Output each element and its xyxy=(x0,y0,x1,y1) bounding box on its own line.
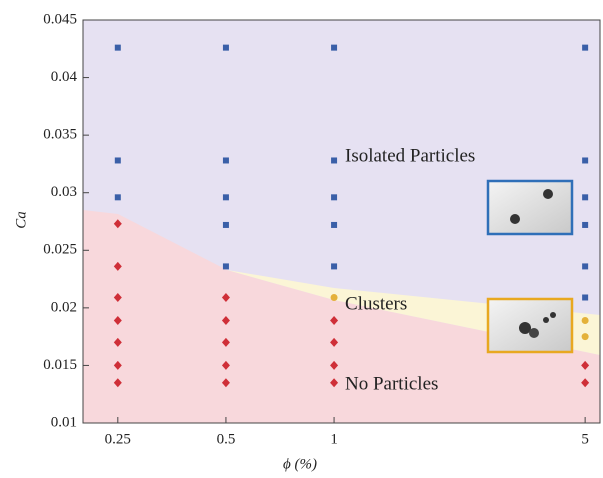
plot-frame xyxy=(82,19,601,424)
data-point xyxy=(113,316,122,326)
data-point xyxy=(581,333,589,341)
data-point xyxy=(222,263,229,270)
no-particles-region xyxy=(83,210,600,423)
inset-isolated xyxy=(486,179,574,236)
data-point xyxy=(113,292,122,302)
region-label: Clusters xyxy=(345,293,407,314)
data-point xyxy=(221,316,230,326)
y-tick-label: 0.03 xyxy=(51,184,77,200)
data-point xyxy=(582,221,589,228)
data-point xyxy=(113,378,122,388)
y-tick-label: 0.045 xyxy=(43,11,77,27)
y-axis-label: Ca xyxy=(13,211,29,229)
region-label: No Particles xyxy=(345,373,438,394)
data-point xyxy=(222,194,229,201)
x-tick-label: 5 xyxy=(581,431,589,447)
data-point xyxy=(582,263,589,270)
x-tick-label: 0.25 xyxy=(105,431,131,447)
data-point xyxy=(330,337,339,347)
data-point xyxy=(330,316,339,326)
y-tick-label: 0.025 xyxy=(43,242,77,258)
data-point xyxy=(113,261,122,271)
x-tick-label: 0.5 xyxy=(217,431,236,447)
data-point xyxy=(113,360,122,370)
inset-clusters xyxy=(486,297,574,354)
y-tick-label: 0.01 xyxy=(51,414,77,430)
y-tick-label: 0.035 xyxy=(43,127,77,143)
data-point xyxy=(114,157,121,164)
data-point xyxy=(330,360,339,370)
data-point xyxy=(221,378,230,388)
data-point xyxy=(114,194,121,201)
data-point xyxy=(222,157,229,164)
data-point xyxy=(330,378,339,388)
y-tick-label: 0.02 xyxy=(51,299,77,315)
data-point xyxy=(113,219,122,229)
data-point xyxy=(582,294,589,301)
data-point xyxy=(331,194,338,201)
data-point xyxy=(114,44,121,51)
data-point xyxy=(221,292,230,302)
y-tick-label: 0.015 xyxy=(43,357,77,373)
x-tick-label: 1 xyxy=(330,431,338,447)
data-point xyxy=(221,337,230,347)
y-tick-label: 0.04 xyxy=(51,69,78,85)
data-point xyxy=(581,378,590,388)
data-point xyxy=(581,317,589,325)
data-point xyxy=(113,337,122,347)
data-point xyxy=(582,44,589,51)
data-point xyxy=(331,263,338,270)
data-point xyxy=(582,194,589,201)
data-point xyxy=(221,360,230,370)
data-point xyxy=(331,44,338,51)
data-point xyxy=(331,221,338,228)
data-point xyxy=(222,221,229,228)
data-point xyxy=(331,157,338,164)
data-point xyxy=(222,44,229,51)
data-point xyxy=(330,293,338,301)
data-point xyxy=(582,157,589,164)
x-axis-label: ϕ (%) xyxy=(283,456,317,472)
region-label: Isolated Particles xyxy=(345,145,475,166)
data-point xyxy=(581,360,590,370)
